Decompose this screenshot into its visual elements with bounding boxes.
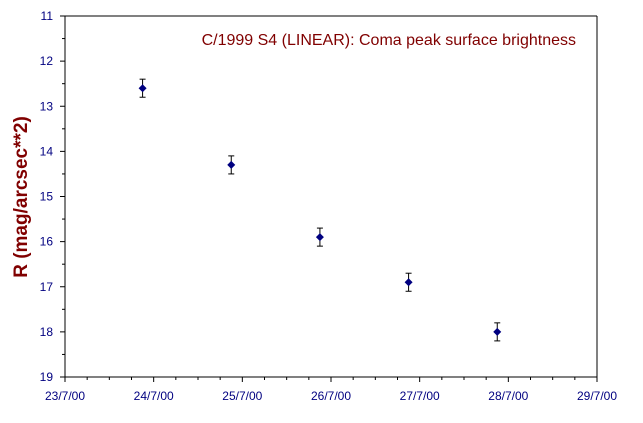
- plot-area-frame: [64, 15, 598, 378]
- data-point-marker: [227, 160, 236, 169]
- x-axis-ticks: 23/7/00 24/7/00 25/7/00 26/7/00 27/7/00 28/7/…: [45, 377, 617, 403]
- data-point-marker: [493, 327, 502, 336]
- chart-title: C/1999 S4 (LINEAR): Coma peak surface br…: [202, 32, 576, 49]
- y-axis-ticks: 11 12 13 14 15 16 17 18 19: [40, 9, 65, 384]
- data-points: [138, 78, 502, 342]
- x-tick-label: 27/7/00: [400, 389, 440, 403]
- y-tick-label: 15: [40, 190, 54, 204]
- x-tick-label: 24/7/00: [134, 389, 174, 403]
- y-tick-label: 13: [40, 99, 54, 113]
- y-tick-label: 12: [40, 54, 54, 68]
- y-tick-label: 17: [40, 280, 54, 294]
- data-point-marker: [404, 278, 413, 287]
- data-point-marker: [315, 233, 324, 242]
- x-tick-label: 29/7/00: [577, 389, 617, 403]
- y-tick-label: 18: [40, 325, 54, 339]
- x-tick-label: 28/7/00: [488, 389, 528, 403]
- y-tick-label: 14: [40, 144, 54, 158]
- y-tick-label: 11: [41, 9, 54, 23]
- x-tick-label: 25/7/00: [222, 389, 262, 403]
- y-tick-label: 16: [40, 235, 54, 249]
- data-point-marker: [138, 84, 147, 93]
- y-axis-label: R (mag/arcsec**2): [11, 116, 32, 278]
- x-tick-label: 26/7/00: [311, 389, 351, 403]
- y-tick-label: 19: [40, 370, 54, 384]
- x-tick-label: 23/7/00: [45, 389, 85, 403]
